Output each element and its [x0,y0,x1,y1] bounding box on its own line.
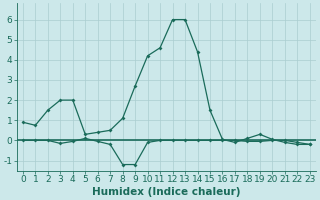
X-axis label: Humidex (Indice chaleur): Humidex (Indice chaleur) [92,187,241,197]
